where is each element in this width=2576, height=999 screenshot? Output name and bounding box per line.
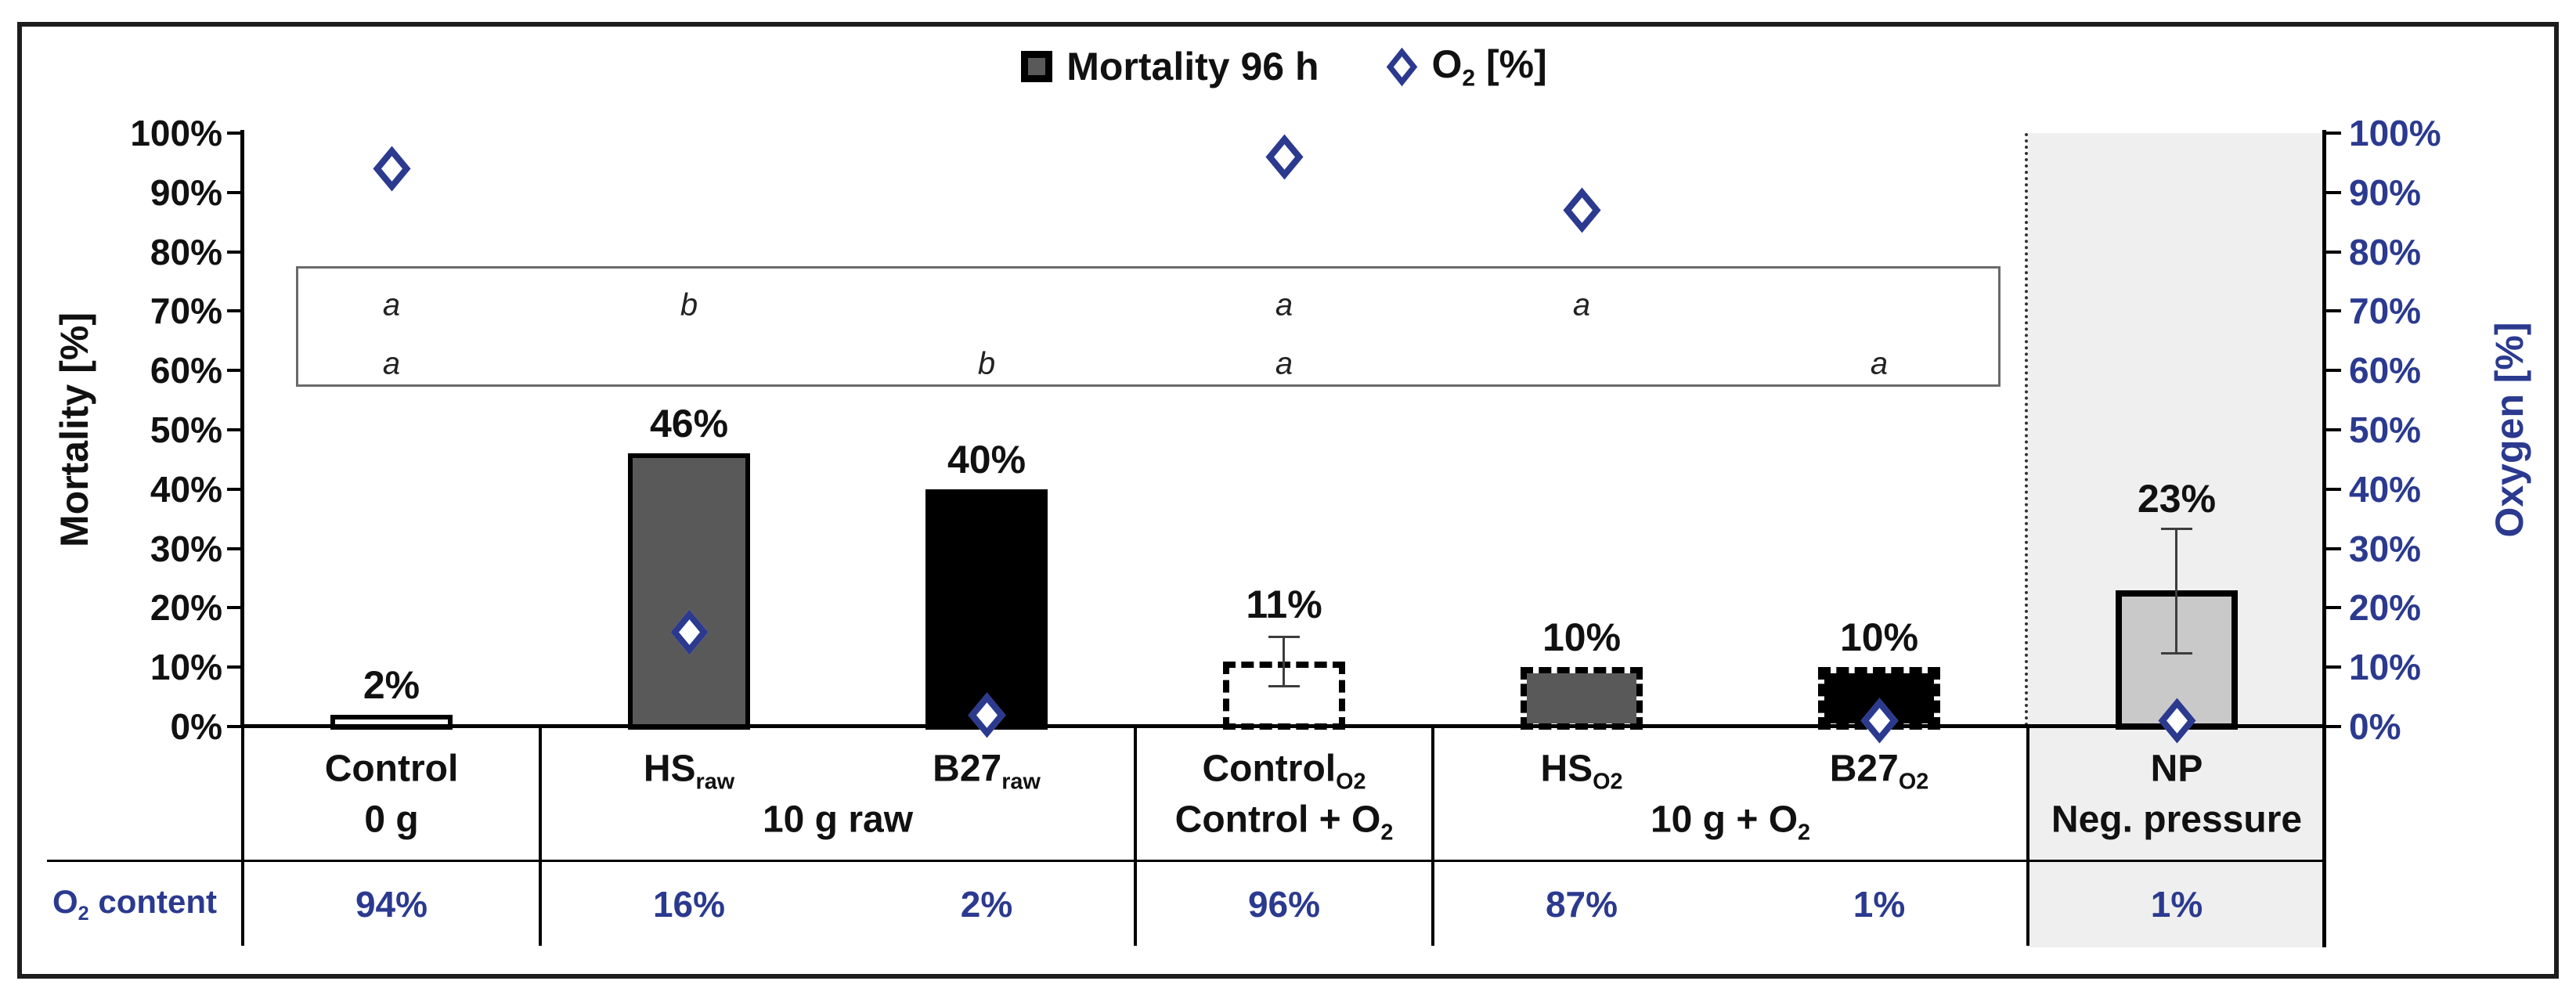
left-tick-0: 0% — [170, 706, 222, 747]
o2-content-header: O2 content — [52, 883, 218, 925]
o2-value-hs-o2: 87% — [1545, 884, 1618, 925]
right-tick-100: 100% — [2349, 113, 2441, 153]
sig-r2-b27-raw: b — [977, 346, 996, 381]
left-tick-60: 60% — [150, 350, 222, 391]
left-tick-70: 70% — [150, 290, 222, 331]
cat-label-np: NP — [2150, 748, 2203, 790]
right-tick-10: 10% — [2349, 647, 2422, 687]
error-bar-np — [2175, 528, 2177, 654]
cat-label-b27-raw: B27raw — [933, 748, 1041, 795]
left-tick-40: 40% — [150, 469, 222, 510]
cat-label-control: Control — [324, 748, 459, 790]
o2-value-control-o2: 96% — [1247, 884, 1321, 925]
value-label-hs-raw: 46% — [649, 402, 729, 445]
value-label-np: 23% — [2137, 477, 2217, 521]
oxygen-point-control-o2 — [1265, 134, 1304, 179]
cat-label-b27-o2: B27O2 — [1829, 748, 1929, 795]
o2-value-b27-raw: 2% — [960, 884, 1013, 925]
value-label-b27-o2: 10% — [1839, 615, 1919, 659]
np-dotted-separator — [2025, 133, 2028, 727]
oxygen-point-hs-o2 — [1562, 187, 1601, 233]
group-label-10g-o2: 10 g + O2 — [1650, 799, 1811, 846]
oxygen-point-np — [2157, 698, 2196, 743]
oxygen-point-hs-raw — [669, 609, 709, 655]
right-tick-70: 70% — [2349, 290, 2422, 331]
left-tick-80: 80% — [150, 232, 222, 272]
error-bar-control-o2 — [1283, 637, 1285, 687]
left-tick-20: 20% — [150, 587, 222, 628]
oxygen-point-control — [372, 146, 411, 191]
oxygen-point-b27-o2 — [1860, 698, 1899, 743]
bar-hs-raw — [628, 453, 750, 730]
o2-value-control: 94% — [355, 884, 428, 925]
bar-b27-raw — [925, 489, 1048, 730]
left-tick-100: 100% — [130, 113, 222, 153]
oxygen-point-b27-raw — [967, 692, 1006, 738]
right-tick-40: 40% — [2349, 469, 2422, 510]
right-tick-80: 80% — [2349, 232, 2422, 272]
cat-label-control-o2: ControlO2 — [1202, 748, 1366, 795]
sig-r1-hs-raw: b — [680, 287, 698, 323]
left-tick-50: 50% — [150, 409, 222, 450]
x-axis-baseline — [243, 724, 2325, 728]
sig-r1-control: a — [382, 287, 401, 323]
legend-oxygen-label: O2 [%] — [1431, 41, 1547, 92]
o2-value-b27-o2: 1% — [1853, 884, 1906, 925]
right-tick-50: 50% — [2349, 409, 2422, 450]
left-tick-90: 90% — [150, 172, 222, 213]
right-tick-20: 20% — [2349, 587, 2422, 628]
sig-r1-hs-o2: a — [1572, 287, 1591, 323]
group-label-control-o2: Control + O2 — [1174, 799, 1394, 846]
value-label-b27-raw: 40% — [947, 438, 1026, 481]
right-tick-90: 90% — [2349, 172, 2422, 213]
group-label-neg-pressure: Neg. pressure — [2051, 799, 2303, 841]
oxygen-legend-diamond-icon — [1386, 47, 1418, 86]
sig-r2-control: a — [382, 346, 401, 381]
chart-frame — [17, 22, 2559, 979]
cat-label-hs-raw: HSraw — [643, 748, 735, 795]
mortality-legend-square-icon — [1021, 51, 1053, 82]
right-tick-0: 0% — [2349, 706, 2401, 747]
legend: Mortality 96 h O2 [%] — [243, 38, 2325, 96]
table-separator — [47, 860, 2325, 862]
group-label-10g-raw: 10 g raw — [762, 799, 914, 841]
right-tick-30: 30% — [2349, 528, 2422, 569]
right-tick-60: 60% — [2349, 350, 2422, 391]
group-label-0g: 0 g — [364, 799, 419, 841]
sig-r2-b27-o2: a — [1870, 346, 1889, 381]
bar-hs-o2 — [1521, 667, 1643, 730]
legend-mortality-label: Mortality 96 h — [1066, 45, 1319, 88]
left-tick-30: 30% — [150, 528, 222, 569]
value-label-control: 2% — [363, 663, 420, 707]
cat-label-hs-o2: HSO2 — [1540, 748, 1623, 795]
sig-r1-control-o2: a — [1275, 287, 1293, 323]
o2-value-np: 1% — [2150, 884, 2203, 925]
left-tick-10: 10% — [150, 647, 222, 687]
sig-r2-control-o2: a — [1275, 346, 1293, 381]
significance-box — [296, 266, 2001, 387]
o2-value-hs-raw: 16% — [652, 884, 726, 925]
value-label-hs-o2: 10% — [1542, 615, 1622, 659]
right-y-axis — [2322, 130, 2326, 947]
value-label-control-o2: 11% — [1246, 582, 1322, 626]
